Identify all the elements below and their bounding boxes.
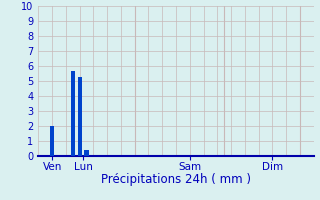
Bar (78, 76, 82, 156)
Bar (84, 150, 89, 156)
X-axis label: Précipitations 24h ( mm ): Précipitations 24h ( mm ) (101, 173, 251, 186)
Bar (50, 126, 54, 156)
Bar (71, 71, 75, 156)
